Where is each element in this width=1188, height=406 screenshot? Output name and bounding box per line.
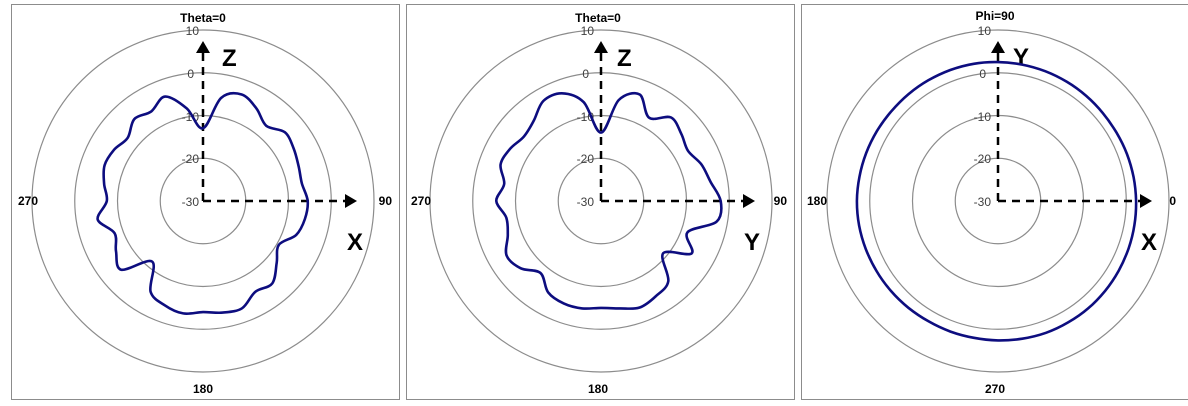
axis-arrows (594, 41, 755, 208)
radial-tick-minus-30: -30 (577, 195, 595, 209)
angle-label-bottom: 180 (193, 382, 213, 396)
pattern-series (495, 91, 723, 310)
polar-chart-1: Theta=0 90 270 180 10 0 -10 -20 -30 Z X (11, 4, 400, 400)
radial-tick-minus-30: -30 (182, 195, 200, 209)
radial-tick-10: 10 (186, 24, 200, 38)
pattern-series (96, 92, 310, 315)
axis-label-horizontal: Y (744, 229, 760, 256)
axis-label-vertical: Z (617, 45, 632, 72)
radial-tick-minus-20: -20 (182, 152, 200, 166)
vertical-axis-arrowhead (991, 41, 1005, 53)
radial-tick-minus-30: -30 (974, 195, 992, 209)
pattern-curve (495, 91, 723, 310)
angle-label-left: 270 (411, 194, 431, 208)
polar-plot-1: Theta=0 90 270 180 10 0 -10 -20 -30 Z X (18, 11, 393, 396)
polar-plot-2: Theta=0 90 270 180 10 0 -10 -20 -30 Z Y (411, 11, 788, 396)
axis-label-horizontal: X (1141, 229, 1157, 256)
angle-label-bottom: 270 (985, 382, 1005, 396)
horizontal-axis-arrowhead (1140, 194, 1152, 208)
angle-label-left: 180 (807, 194, 827, 208)
pattern-curve (96, 92, 310, 315)
chart-title: Phi=90 (975, 9, 1014, 23)
axis-label-horizontal: X (347, 229, 363, 256)
grid-ring (429, 29, 773, 373)
polar-chart-2: Theta=0 90 270 180 10 0 -10 -20 -30 Z Y (406, 4, 795, 400)
angle-label-right: 0 (1169, 194, 1176, 208)
angle-label-right: 90 (379, 194, 393, 208)
pattern-curve (855, 60, 1138, 342)
grid-ring (31, 29, 375, 373)
grid-ring (826, 29, 1170, 373)
chart-title: Theta=0 (575, 11, 621, 25)
angle-label-bottom: 180 (588, 382, 608, 396)
radial-tick-minus-20: -20 (577, 152, 595, 166)
angle-label-left: 270 (18, 194, 38, 208)
axis-arrows (991, 41, 1152, 208)
axis-label-vertical: Y (1013, 44, 1029, 71)
angle-label-right: 90 (774, 194, 788, 208)
pattern-series (855, 60, 1138, 342)
vertical-axis-arrowhead (196, 41, 210, 53)
radial-tick-minus-20: -20 (974, 152, 992, 166)
chart-title: Theta=0 (180, 11, 226, 25)
horizontal-axis-arrowhead (743, 194, 755, 208)
radial-tick-10: 10 (581, 24, 595, 38)
vertical-axis-arrowhead (594, 41, 608, 53)
polar-plot-3: Phi=90 0 180 270 10 0 -10 -20 -30 Y X (807, 9, 1176, 396)
radial-tick-minus-10: -10 (974, 110, 992, 124)
radial-tick-0: 0 (582, 67, 589, 81)
radial-tick-10: 10 (978, 24, 992, 38)
horizontal-axis-arrowhead (345, 194, 357, 208)
axis-label-vertical: Z (222, 45, 237, 72)
axis-arrows (196, 41, 357, 208)
radial-tick-0: 0 (979, 67, 986, 81)
polar-chart-3: Phi=90 0 180 270 10 0 -10 -20 -30 Y X (801, 4, 1188, 400)
radial-tick-0: 0 (187, 67, 194, 81)
